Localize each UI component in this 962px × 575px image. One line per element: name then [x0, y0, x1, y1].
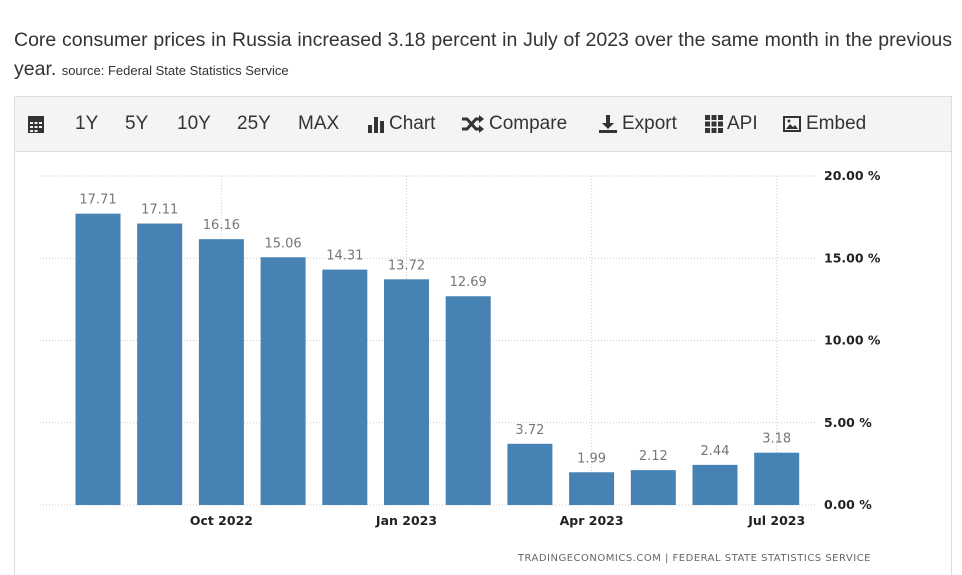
toolbar-chart-button[interactable]: Chart	[367, 113, 435, 135]
y-tick-label: 15.00 %	[824, 250, 881, 265]
y-tick-label: 20.00 %	[824, 168, 881, 183]
x-tick-label: Jul 2023	[747, 513, 805, 528]
bar-may-2023	[630, 470, 676, 505]
chart-description: Core consumer prices in Russia increased…	[14, 26, 952, 85]
toolbar-embed-label: Embed	[806, 113, 867, 134]
chart-toolbar: 1Y 5Y 10Y 25Y MAX Chart Compare Export API Embed	[15, 97, 951, 152]
toolbar-10y-label: 10Y	[177, 113, 211, 134]
chart-panel: 1Y 5Y 10Y 25Y MAX Chart Compare Export API Embed	[14, 96, 952, 575]
data-label: 16.16	[203, 218, 240, 233]
source-text: source: Federal State Statistics Service	[61, 63, 289, 78]
toolbar-compare-label: Compare	[489, 113, 568, 134]
bar-aug-2022	[75, 213, 121, 505]
y-tick-label: 0.00 %	[824, 497, 872, 512]
bar-nov-2022	[260, 257, 306, 505]
bar-oct-2022	[198, 239, 244, 505]
toolbar-compare-button[interactable]: Compare	[461, 113, 567, 135]
x-tick-label: Oct 2022	[190, 513, 253, 528]
shuffle-icon	[461, 115, 485, 133]
toolbar-1y-button[interactable]: 1Y	[75, 113, 98, 135]
bar-feb-2023	[445, 296, 491, 505]
toolbar-5y-label: 5Y	[125, 113, 149, 134]
bar-sep-2022	[137, 223, 183, 505]
data-label: 12.69	[450, 275, 487, 290]
toolbar-25y-button[interactable]: 25Y	[237, 113, 271, 135]
data-label: 1.99	[577, 451, 606, 466]
data-label: 2.44	[701, 444, 730, 459]
data-label: 14.31	[326, 249, 363, 264]
bar-mar-2023	[507, 443, 553, 505]
data-label: 17.11	[141, 203, 178, 218]
toolbar-export-label: Export	[622, 113, 677, 134]
data-label: 2.12	[639, 449, 668, 464]
toolbar-max-label: MAX	[298, 113, 340, 134]
toolbar-api-button[interactable]: API	[705, 113, 758, 135]
toolbar-api-label: API	[727, 113, 758, 134]
image-icon	[782, 115, 802, 133]
data-label: 15.06	[264, 236, 301, 251]
bar-jun-2023	[692, 464, 738, 505]
data-label: 17.71	[79, 193, 116, 208]
data-label: 3.72	[515, 423, 544, 438]
y-tick-label: 10.00 %	[824, 333, 881, 348]
bar-chart-icon	[367, 115, 385, 133]
chart-credit: TRADINGECONOMICS.COM | FEDERAL STATE STA…	[517, 553, 871, 564]
x-tick-label: Apr 2023	[560, 513, 624, 528]
toolbar-calendar-button[interactable]	[27, 114, 45, 134]
description-text: Core consumer prices in Russia increased…	[14, 29, 952, 80]
toolbar-1y-label: 1Y	[75, 113, 99, 134]
toolbar-max-button[interactable]: MAX	[298, 113, 339, 135]
download-icon	[598, 114, 618, 134]
y-tick-label: 5.00 %	[824, 415, 872, 430]
bar-jan-2023	[384, 279, 429, 505]
toolbar-5y-button[interactable]: 5Y	[125, 113, 148, 135]
bar-jul-2023	[754, 452, 800, 505]
bar-dec-2022	[322, 269, 368, 505]
toolbar-25y-label: 25Y	[237, 113, 271, 134]
toolbar-embed-button[interactable]: Embed	[782, 113, 866, 135]
toolbar-chart-label: Chart	[389, 113, 436, 134]
calendar-icon	[27, 114, 45, 134]
x-tick-label: Jan 2023	[375, 513, 437, 528]
bar-apr-2023	[569, 472, 615, 505]
toolbar-10y-button[interactable]: 10Y	[177, 113, 211, 135]
toolbar-export-button[interactable]: Export	[598, 113, 677, 135]
data-label: 3.18	[762, 432, 791, 447]
data-label: 13.72	[388, 258, 425, 273]
grid-icon	[705, 115, 723, 133]
